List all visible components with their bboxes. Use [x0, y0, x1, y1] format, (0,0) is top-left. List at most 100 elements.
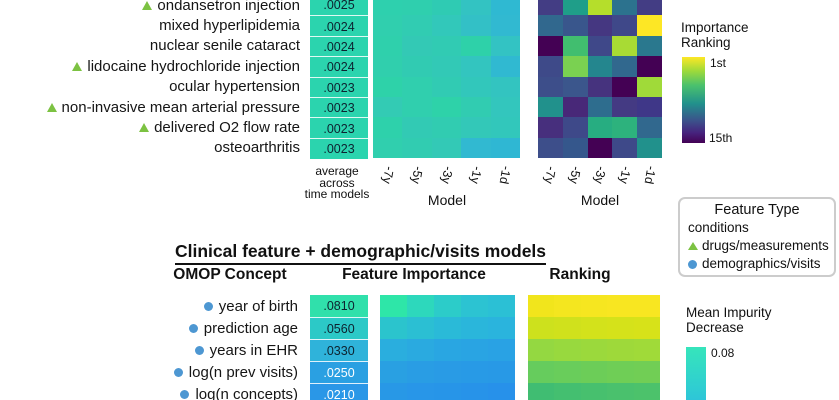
model-tick-label: -3y — [438, 165, 455, 185]
impurity-colorbar-top-label: 0.08 — [711, 346, 735, 360]
ranking-heatmap-cell — [538, 56, 563, 77]
ranking-heatmap-cell — [612, 76, 638, 97]
ranking-heatmap-cell — [580, 383, 608, 400]
importance-heatmap-cell — [461, 361, 488, 383]
ranking-heatmap-cell — [562, 0, 588, 16]
importance-heatmap-cell — [461, 76, 491, 97]
ranking-heatmap-cell — [587, 97, 613, 118]
importance-heatmap-cell — [380, 339, 407, 361]
importance-heatmap-cell — [461, 137, 491, 159]
ranking-heatmap-cell — [587, 137, 613, 159]
importance-heatmap-cell — [373, 56, 403, 77]
importance-heatmap-cell — [461, 339, 488, 361]
ranking-heatmap-cell — [587, 117, 613, 138]
ranking-heatmap-cell — [612, 15, 638, 36]
feature-row: ondansetron injection .0025 — [0, 0, 839, 16]
ranking-colorbar-bottom-label: 15th — [709, 131, 733, 145]
avg-axis-label: average across time models — [304, 164, 370, 201]
legend-item-demographics-visits: demographics/visits — [680, 255, 834, 273]
importance-heatmap-cell — [373, 76, 403, 97]
ranking-heatmap-cell — [554, 317, 581, 339]
model-tick-label: -5y — [408, 165, 426, 185]
header-ranking: Ranking — [549, 266, 611, 283]
demographic-feature-row: years in EHR .0330 — [0, 339, 839, 362]
importance-heatmap-cell — [461, 15, 491, 36]
feature-row: mixed hyperlipidemia .0024 — [0, 15, 839, 37]
feature-label: osteoarthritis — [0, 138, 300, 158]
feature-row: non-invasive mean arterial pressure .0023 — [0, 97, 839, 119]
importance-heatmap-cell — [373, 35, 403, 57]
importance-heatmap-cell — [431, 97, 462, 118]
legend-item-drugs-measurements: drugs/measurements — [680, 237, 834, 255]
circle-marker-icon — [194, 345, 204, 355]
feature-row: nuclear senile cataract .0024 — [0, 35, 839, 58]
importance-heatmap-cell — [434, 295, 461, 317]
importance-heatmap-cell — [434, 383, 461, 400]
ranking-heatmap-cell — [538, 137, 563, 159]
ranking-heatmap-cell — [580, 339, 608, 361]
feature-label-text: nuclear senile cataract — [149, 37, 300, 55]
importance-heatmap-cell — [402, 56, 432, 77]
circle-marker-icon — [188, 323, 198, 333]
importance-heatmap-cell — [380, 383, 407, 400]
ranking-heatmap-cell — [562, 15, 588, 36]
importance-heatmap-cell — [373, 117, 403, 138]
importance-heatmap-cell — [431, 137, 462, 159]
ranking-heatmap-cell — [562, 35, 588, 57]
ranking-heatmap-cell — [587, 76, 613, 97]
importance-heatmap-cell — [490, 97, 520, 118]
importance-heatmap-cell — [488, 361, 515, 383]
importance-heatmap-cell — [373, 15, 403, 36]
ranking-heatmap-cell — [637, 0, 662, 16]
importance-heatmap-cell — [461, 0, 491, 16]
feature-label-text: log(n prev visits) — [188, 363, 298, 381]
ranking-heatmap-cell — [612, 56, 638, 77]
model-tick-label: -5y — [566, 165, 584, 185]
importance-heatmap-cell — [380, 317, 407, 339]
ranking-heatmap-cell — [607, 361, 634, 383]
importance-heatmap-cell — [373, 97, 403, 118]
demographic-feature-row: prediction age .0560 — [0, 317, 839, 340]
feature-label-text: mixed hyperlipidemia — [159, 17, 300, 35]
importance-heatmap-cell — [488, 317, 515, 339]
ranking-heatmap-cell — [607, 295, 634, 317]
importance-heatmap-cell — [488, 383, 515, 400]
importance-heatmap-cell — [490, 15, 520, 36]
feature-row: delivered O2 flow rate .0023 — [0, 117, 839, 139]
importance-heatmap-cell — [488, 339, 515, 361]
ranking-heatmap-cell — [637, 76, 662, 97]
ranking-heatmap-cell — [633, 317, 660, 339]
avg-importance-value-cell: .0023 — [310, 137, 368, 160]
importance-heatmap-cell — [431, 15, 462, 36]
importance-heatmap-cell — [461, 295, 488, 317]
ranking-heatmap-cell — [538, 76, 563, 97]
importance-heatmap-cell — [488, 295, 515, 317]
demographic-feature-row: year of birth .0810 — [0, 295, 839, 317]
ranking-heatmap-cell — [612, 35, 638, 57]
importance-heatmap-cell — [461, 35, 491, 57]
importance-heatmap-cell — [431, 35, 462, 57]
feature-row: osteoarthritis .0023 — [0, 137, 839, 160]
triangle-marker-icon — [72, 61, 83, 71]
feature-label: ocular hypertension — [0, 77, 300, 97]
ranking-heatmap-cell — [607, 339, 634, 361]
ranking-heatmap-cell — [607, 317, 634, 339]
importance-heatmap-cell — [490, 137, 520, 159]
avg-importance-value-cell: .0024 — [310, 35, 368, 58]
feature-label-text: log(n concepts) — [195, 385, 298, 400]
demographic-feature-row: log(n concepts) .0210 — [0, 383, 839, 400]
ranking-heatmap-cell — [637, 137, 662, 159]
ranking-heatmap-cell — [580, 361, 608, 383]
importance-heatmap-cell — [402, 137, 432, 159]
ranking-heatmap-cell — [637, 97, 662, 118]
feature-label-text: year of birth — [218, 297, 298, 315]
triangle-marker-icon — [46, 102, 57, 112]
importance-heatmap-cell — [407, 361, 434, 383]
ranking-colorbar-top-label: 1st — [710, 56, 727, 70]
ranking-heatmap-cell — [562, 56, 588, 77]
feature-label-text: prediction age — [203, 319, 298, 337]
ranking-heatmap-cell — [554, 295, 581, 317]
feature-type-legend-title: Feature Type — [714, 202, 800, 218]
ranking-heatmap-cell — [637, 56, 662, 77]
